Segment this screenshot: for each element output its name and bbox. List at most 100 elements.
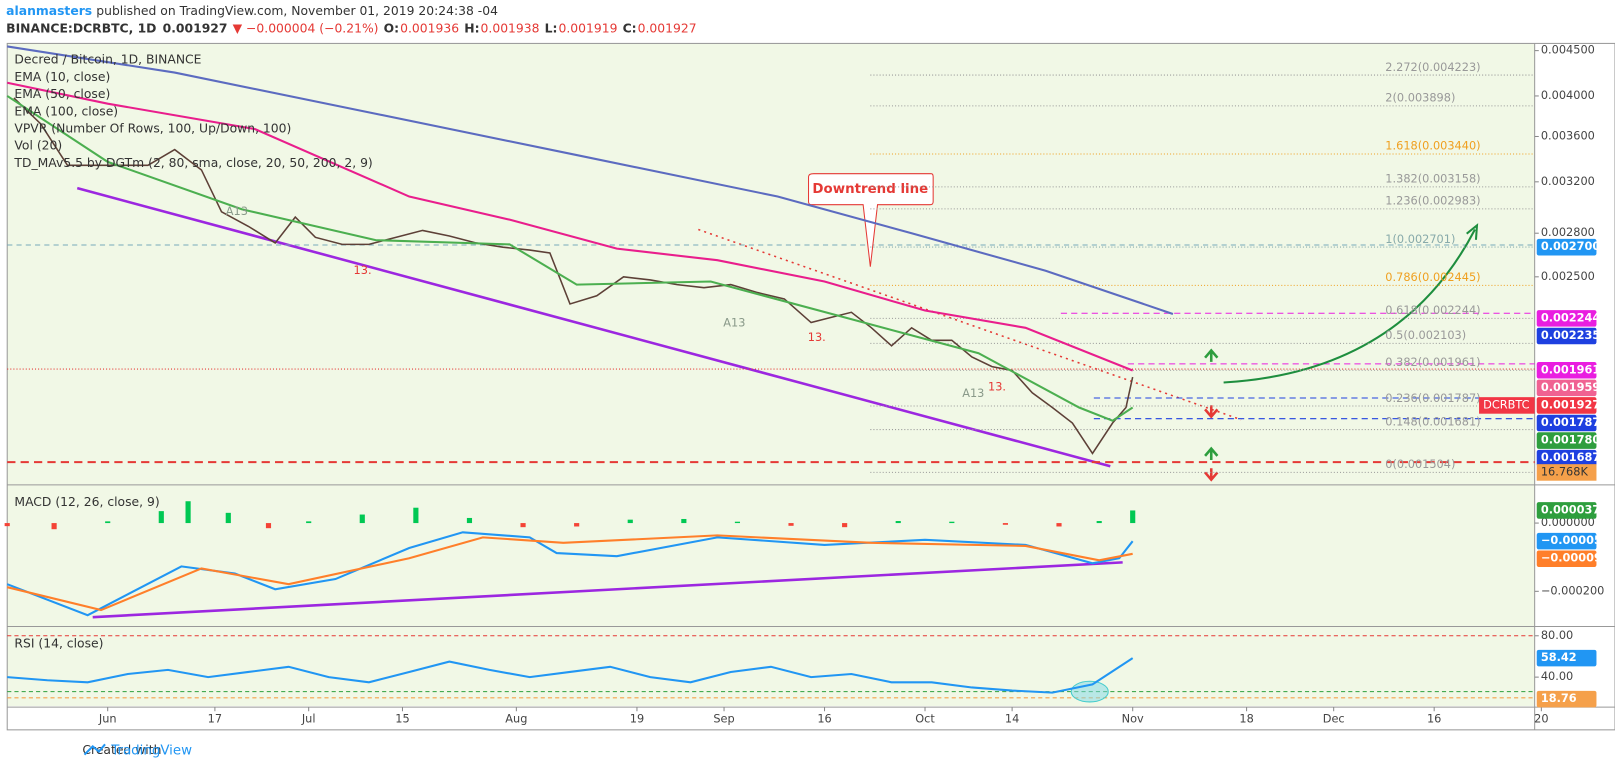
- ohlc-label: H:: [464, 21, 479, 35]
- fib-label: 1.382(0.003158): [1385, 172, 1480, 186]
- x-tick-label: 17: [208, 711, 222, 725]
- y-tick-label: 80.00: [1541, 628, 1573, 642]
- fib-label: 0.5(0.002103): [1385, 328, 1466, 342]
- macd-trend-line: [92, 561, 1123, 619]
- price-label: 0.000037: [1541, 502, 1600, 516]
- up-arrow: [1204, 348, 1219, 362]
- annotation: 13.: [808, 330, 826, 344]
- fib-label: 2(0.003898): [1385, 91, 1455, 105]
- brand-logo: [83, 743, 106, 756]
- price-label: 0.001687: [1541, 450, 1600, 464]
- histogram-bar: [842, 523, 848, 528]
- channel-line: [76, 186, 1111, 468]
- indicator: TD_MAv5.5 by DGTm (2, 80, sma, close, 20…: [13, 156, 372, 170]
- fib-label: 0.618(0.002244): [1385, 303, 1480, 317]
- callout-text: Downtrend line: [812, 182, 928, 197]
- pane-title: MACD (12, 26, close, 9): [14, 495, 159, 509]
- x-tick-label: 15: [395, 711, 409, 725]
- x-tick-label: 20: [1534, 711, 1548, 725]
- histogram-bar: [1002, 523, 1008, 525]
- price-label-box: [1536, 449, 1597, 467]
- price-label: 0.002244: [1541, 310, 1601, 324]
- down-arrow: [1204, 405, 1219, 419]
- series-line: [7, 657, 1134, 694]
- symbol-label: DCRBTC: [1483, 397, 1529, 411]
- histogram-bar: [51, 523, 57, 530]
- up-arrow: [1204, 446, 1219, 461]
- price-label-box: [1536, 238, 1597, 256]
- x-tick-label: 14: [1005, 711, 1019, 725]
- histogram-bar: [359, 514, 365, 524]
- price-label-box: [1536, 432, 1597, 449]
- histogram-bar: [158, 511, 164, 524]
- price-label-box: [1536, 532, 1597, 550]
- price-label-box: [1536, 310, 1597, 327]
- callout-box: [808, 173, 934, 267]
- pane-title: RSI (14, close): [14, 637, 103, 651]
- series-line: [7, 81, 1134, 372]
- y-tick-label: 0.004000: [1541, 88, 1595, 102]
- fib-label: 0.236(0.001787): [1385, 391, 1480, 405]
- published: published on TradingView.com, November 0…: [96, 4, 498, 18]
- annotation: A13: [723, 316, 745, 330]
- volume-label-box: [1536, 464, 1597, 481]
- histogram-bar: [105, 521, 111, 524]
- x-tick-label: Nov: [1122, 711, 1144, 725]
- ohlc-value: 0.001919: [559, 21, 618, 35]
- price-label: 0.001927: [1541, 397, 1600, 411]
- histogram-bar: [681, 518, 687, 524]
- ohlc-label: C:: [623, 21, 637, 35]
- ohlc-value: 0.001936: [400, 21, 459, 35]
- series-line: [6, 534, 1133, 612]
- y-tick-label: 0.004500: [1541, 43, 1595, 57]
- fib-label: 0.786(0.002445): [1385, 270, 1480, 284]
- price-label-box: [1536, 550, 1597, 568]
- histogram-bar: [413, 507, 419, 524]
- indicator: VPVR (Number Of Rows, 100, Up/Down, 100): [14, 122, 291, 136]
- x-tick-label: Dec: [1323, 711, 1345, 725]
- pane-title: Decred / Bitcoin, 1D, BINANCE: [14, 52, 201, 66]
- last-price: 0.001927: [163, 21, 228, 35]
- ohlc-value: 0.001938: [481, 21, 540, 35]
- series-line: [13, 97, 1134, 455]
- series-line: [7, 45, 1174, 315]
- y-tick-label: −0.000200: [1541, 583, 1605, 597]
- fib-label: 0.148(0.001681): [1385, 414, 1480, 428]
- histogram-bar: [949, 521, 955, 524]
- price-label-box: [1536, 362, 1597, 379]
- histogram-bar: [4, 523, 10, 527]
- price-label-box: [1536, 327, 1597, 345]
- annotation: A13: [226, 204, 248, 218]
- x-tick-label: 16: [1427, 711, 1441, 725]
- x-tick-label: Oct: [915, 711, 935, 725]
- down-arrow: [1204, 468, 1219, 482]
- x-tick-label: Jun: [98, 711, 117, 725]
- price-label: 0.001959: [1541, 380, 1601, 394]
- price-label-box: [1536, 690, 1597, 708]
- annotation: 13.: [354, 263, 372, 277]
- x-tick-label: 18: [1239, 711, 1253, 725]
- histogram-bar: [574, 523, 580, 527]
- histogram-bar: [1056, 523, 1062, 527]
- x-tick-label: Aug: [505, 711, 527, 725]
- x-tick-label: Jul: [301, 711, 316, 725]
- fib-label: 0(0.001504): [1385, 457, 1455, 471]
- x-tick-label: 19: [630, 711, 644, 725]
- y-tick-label: 0.002800: [1541, 225, 1595, 239]
- fib-label: 0.382(0.001961): [1385, 355, 1480, 369]
- price-label-box: [1536, 649, 1597, 667]
- histogram-bar: [734, 521, 741, 524]
- histogram-bar: [225, 512, 231, 524]
- histogram-bar: [1096, 521, 1102, 524]
- price-label: 0.001787: [1541, 415, 1600, 429]
- histogram-bar: [520, 523, 526, 528]
- y-tick-label: 0.003200: [1541, 174, 1595, 188]
- fib-label: 1(0.002701): [1385, 232, 1455, 246]
- symbol: BINANCE:DCRBTC, 1D: [6, 21, 156, 35]
- x-tick-label: 16: [817, 711, 831, 725]
- annotation: A13: [962, 386, 984, 400]
- volume-label: 16.768K: [1541, 464, 1589, 478]
- ohlc-label: L:: [545, 21, 558, 35]
